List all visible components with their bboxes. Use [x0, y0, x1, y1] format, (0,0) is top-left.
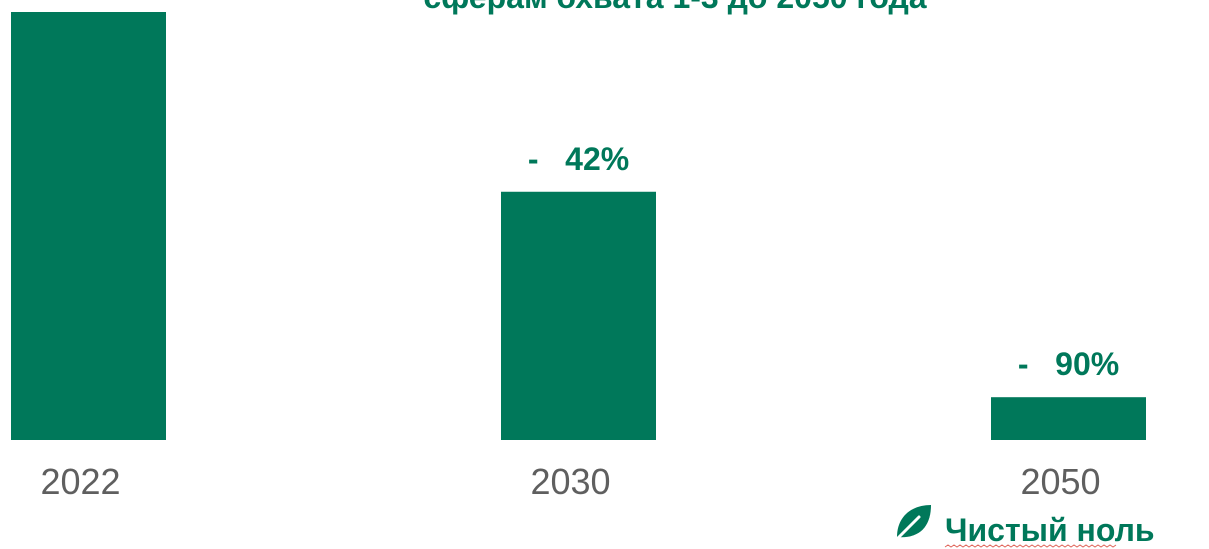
spellcheck-underline [944, 544, 1117, 548]
data-labels-layer: - 42% - 90% [528, 141, 1119, 382]
x-tick-2050: 2050 [1020, 461, 1100, 502]
data-label-2050: - 90% [1018, 346, 1119, 382]
leaf-icon [893, 505, 931, 543]
bars-layer [11, 12, 1146, 440]
data-label-2030: - 42% [528, 141, 629, 177]
bar-2030 [501, 191, 656, 440]
x-axis-tick-labels: 2022 2030 2050 [40, 461, 1100, 502]
net-zero-badge: Чистый ноль [893, 505, 1155, 548]
x-tick-2022: 2022 [40, 461, 120, 502]
bar-2022 [11, 12, 166, 440]
chart-title: сферам охвата 1-3 до 2050 года [423, 0, 926, 15]
net-zero-label: Чистый ноль [945, 512, 1155, 548]
bar-2050 [991, 397, 1146, 440]
x-tick-2030: 2030 [530, 461, 610, 502]
